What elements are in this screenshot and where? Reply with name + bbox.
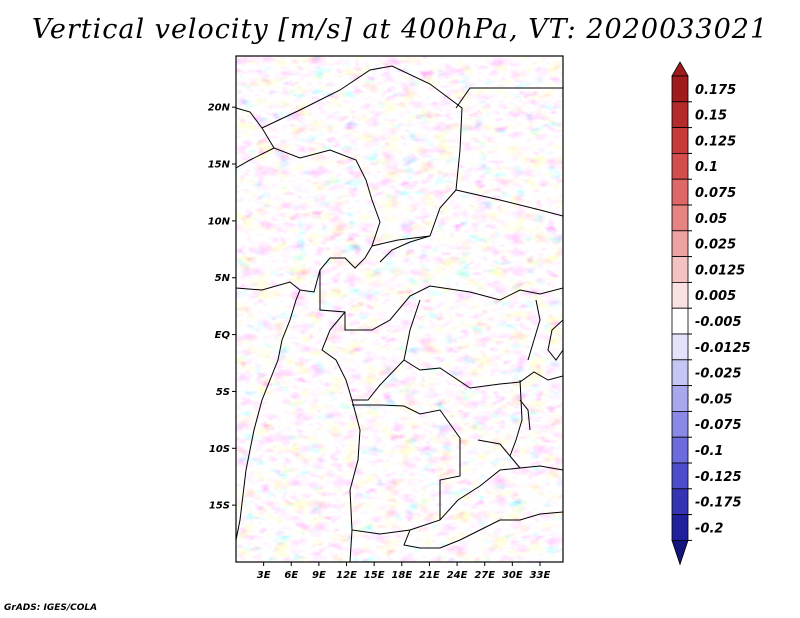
colorbar-top-arrow (671, 61, 689, 77)
lon-tick-label: 24E (447, 570, 468, 581)
lon-tick-label: 18E (391, 570, 412, 581)
colorbar-label: 0.0125 (695, 263, 745, 278)
lon-tick-label: 27E (474, 570, 495, 581)
colorbar-label: 0.075 (695, 186, 736, 201)
latitude-axis: 20N 15N 10N 5N EQ 5S 10S 15S (208, 103, 236, 512)
colorbar-label: 0.05 (695, 212, 727, 227)
colorbar-segment (671, 204, 689, 232)
lat-tick-label: EQ (215, 330, 231, 341)
colorbar-segment (671, 75, 689, 103)
lat-tick-label: 10N (208, 216, 231, 227)
lon-tick-label: 6E (284, 570, 298, 581)
colorbar-segment (671, 333, 689, 361)
colorbar-segment (671, 359, 689, 386)
lat-tick-label: 15N (208, 160, 231, 171)
colorbar-label: 0.175 (695, 83, 736, 98)
colorbar-segment (671, 488, 689, 515)
lat-tick-label: 5S (216, 387, 230, 398)
colorbar-segment (671, 462, 689, 490)
colorbar-segment (671, 127, 689, 154)
colorbar-label: -0.05 (695, 392, 732, 407)
colorbar-label: -0.005 (695, 315, 742, 330)
colorbar-segment (671, 256, 689, 283)
colorbar-label: -0.125 (695, 470, 742, 485)
colorbar-segment (671, 436, 689, 464)
country-borders (236, 65, 563, 562)
colorbar-segment (671, 514, 689, 541)
colorbar-label: -0.175 (695, 496, 742, 511)
colorbar-label: -0.2 (695, 521, 723, 536)
colorbar-label: 0.15 (695, 109, 727, 124)
colorbar-label: -0.075 (695, 418, 742, 433)
lon-tick-label: 3E (257, 570, 271, 581)
colorbar-segment (671, 385, 689, 412)
lon-tick-label: 9E (312, 570, 326, 581)
colorbar-label: 0.125 (695, 134, 736, 149)
lon-tick-label: 30E (502, 570, 523, 581)
colorbar-label: 0.005 (695, 289, 736, 304)
lon-tick-label: 33E (530, 570, 551, 581)
lon-tick-label: 21E (419, 570, 440, 581)
map-frame (235, 55, 564, 563)
lon-tick-label: 12E (336, 570, 357, 581)
colorbar-segment (671, 101, 689, 129)
velocity-field (236, 56, 563, 562)
lat-tick-label: 5N (215, 273, 231, 284)
lat-tick-label: 20N (208, 103, 231, 114)
colorbar-label: -0.025 (695, 367, 742, 382)
colorbar-label: -0.1 (695, 444, 723, 459)
chart-title: Vertical velocity [m/s] at 400hPa, VT: 2… (31, 14, 769, 45)
colorbar-label: 0.025 (695, 238, 736, 253)
colorbar-segment (671, 152, 689, 180)
colorbar: 0.175 0.15 0.125 0.1 0.075 0.05 0.025 0.0125 0.0… (671, 61, 751, 566)
lat-tick-label: 15S (209, 501, 230, 512)
colorbar-segment (671, 307, 689, 335)
footer-credit: GrADS: IGES/COLA (4, 603, 98, 613)
colorbar-segment (671, 281, 689, 309)
colorbar-bottom-arrow (671, 540, 689, 566)
lat-tick-label: 10S (209, 444, 230, 455)
longitude-axis: 3E 6E 9E 12E 15E 18E 21E 24E 27E 30E 33E (257, 562, 551, 581)
colorbar-segment (671, 178, 689, 206)
colorbar-segment (671, 410, 689, 438)
colorbar-label: -0.0125 (695, 341, 751, 356)
lon-tick-label: 15E (364, 570, 385, 581)
colorbar-segment (671, 230, 689, 258)
colorbar-label: 0.1 (695, 160, 718, 175)
